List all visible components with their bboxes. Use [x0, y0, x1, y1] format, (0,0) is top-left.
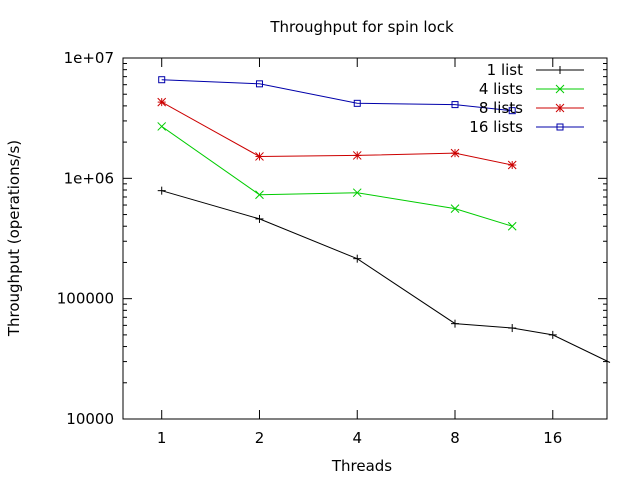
legend-label: 4 lists	[479, 80, 523, 98]
data-point	[508, 107, 516, 115]
legend-label: 1 list	[487, 61, 523, 79]
data-point	[556, 66, 564, 74]
data-point	[450, 148, 460, 158]
data-point	[548, 330, 557, 339]
data-point	[157, 186, 166, 195]
axis-ticks: 10000 100000 1e+06 1e+07 1 2 4 8 16	[57, 49, 607, 447]
data-point	[255, 80, 263, 88]
x-tick-label: 2	[255, 429, 265, 447]
series-line	[161, 101, 513, 166]
data-point	[255, 190, 264, 200]
series-line	[161, 79, 513, 112]
series-line	[161, 125, 513, 227]
series	[158, 76, 516, 115]
series	[157, 97, 517, 170]
y-axis-label: Throughput (operations/s)	[5, 140, 23, 337]
x-tick-label: 8	[450, 429, 460, 447]
x-tick-label: 1	[157, 429, 167, 447]
y-tick-label: 1e+06	[64, 169, 114, 187]
data-point	[556, 123, 564, 131]
data-point	[450, 204, 460, 213]
legend-label: 16 lists	[469, 118, 523, 136]
data-point	[555, 84, 565, 94]
y-tick-label: 1e+07	[64, 49, 114, 67]
data-point	[352, 188, 362, 198]
data-point	[507, 160, 517, 170]
data-point	[157, 97, 167, 107]
data-point	[508, 324, 517, 333]
chart-title: Throughput for spin lock	[269, 18, 454, 36]
data-point	[353, 254, 362, 263]
data-point	[158, 76, 166, 84]
data-point	[353, 99, 361, 107]
data-point	[507, 221, 517, 231]
data-point	[451, 101, 459, 109]
data-point	[157, 122, 167, 131]
legend-label: 8 lists	[479, 99, 523, 117]
data-point	[352, 151, 362, 160]
x-axis-label: Threads	[331, 457, 392, 475]
y-tick-label: 10000	[66, 410, 114, 428]
data-point	[451, 319, 460, 328]
data-point	[255, 152, 264, 161]
series-layer	[157, 76, 611, 363]
x-tick-label: 16	[543, 429, 562, 447]
data-point	[555, 103, 565, 113]
series	[157, 186, 611, 363]
series	[157, 122, 517, 231]
data-point	[255, 214, 264, 223]
plot-frame	[122, 57, 608, 420]
y-tick-label: 100000	[57, 290, 114, 308]
x-tick-label: 4	[352, 429, 362, 447]
series-line	[161, 190, 611, 363]
